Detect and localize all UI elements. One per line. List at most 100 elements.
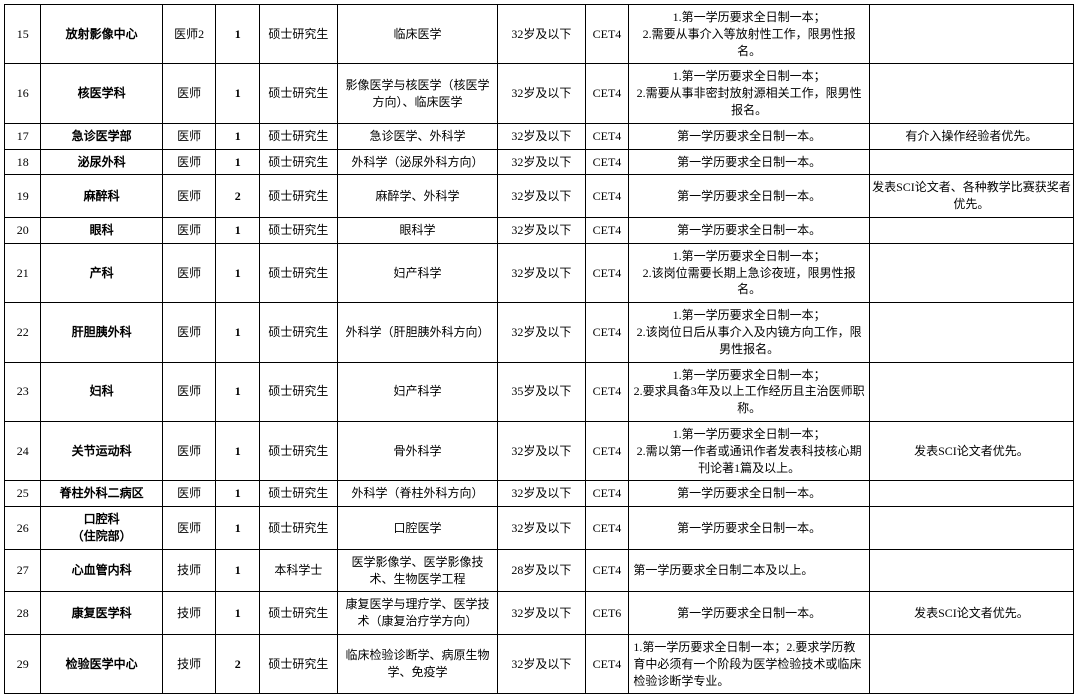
cell-major: 妇产科学 [337, 362, 497, 421]
cell-degree: 硕士研究生 [260, 175, 338, 218]
cell-note: 有介入操作经验者优先。 [869, 123, 1073, 149]
cell-dept: 急诊医学部 [41, 123, 162, 149]
cell-req: 1.第一学历要求全日制一本；2.需要从事非密封放射源相关工作，限男性报名。 [629, 64, 870, 123]
cell-idx: 18 [5, 149, 41, 175]
cell-idx: 17 [5, 123, 41, 149]
cell-pos: 医师 [162, 175, 215, 218]
cell-major: 外科学（泌尿外科方向） [337, 149, 497, 175]
cell-major: 康复医学与理疗学、医学技术（康复治疗学方向） [337, 592, 497, 635]
cell-note [869, 549, 1073, 592]
cell-degree: 硕士研究生 [260, 481, 338, 507]
cell-pos: 医师 [162, 243, 215, 302]
cell-dept: 泌尿外科 [41, 149, 162, 175]
cell-note [869, 303, 1073, 362]
cell-idx: 25 [5, 481, 41, 507]
cell-req: 1.第一学历要求全日制一本；2.要求学历教育中必须有一个阶段为医学检验技术或临床… [629, 634, 870, 693]
cell-degree: 硕士研究生 [260, 303, 338, 362]
cell-age: 32岁及以下 [498, 5, 585, 64]
cell-degree: 硕士研究生 [260, 217, 338, 243]
cell-major: 口腔医学 [337, 507, 497, 550]
cell-idx: 27 [5, 549, 41, 592]
cell-pos: 技师 [162, 549, 215, 592]
cell-major: 麻醉学、外科学 [337, 175, 497, 218]
cell-cert: CET4 [585, 481, 629, 507]
recruitment-table: 15放射影像中心医师21硕士研究生临床医学32岁及以下CET41.第一学历要求全… [4, 4, 1074, 694]
cell-dept: 心血管内科 [41, 549, 162, 592]
cell-age: 32岁及以下 [498, 481, 585, 507]
cell-major: 影像医学与核医学（核医学方向）、临床医学 [337, 64, 497, 123]
cell-idx: 26 [5, 507, 41, 550]
cell-cert: CET4 [585, 549, 629, 592]
cell-idx: 16 [5, 64, 41, 123]
cell-count: 1 [216, 64, 260, 123]
cell-req: 第一学历要求全日制一本。 [629, 149, 870, 175]
cell-req: 1.第一学历要求全日制一本；2.需要从事介入等放射性工作，限男性报名。 [629, 5, 870, 64]
cell-age: 32岁及以下 [498, 217, 585, 243]
cell-age: 32岁及以下 [498, 149, 585, 175]
cell-pos: 医师 [162, 217, 215, 243]
cell-degree: 硕士研究生 [260, 243, 338, 302]
cell-dept: 妇科 [41, 362, 162, 421]
cell-major: 眼科学 [337, 217, 497, 243]
cell-note [869, 64, 1073, 123]
cell-age: 32岁及以下 [498, 592, 585, 635]
cell-note [869, 634, 1073, 693]
cell-pos: 医师 [162, 481, 215, 507]
cell-major: 临床检验诊断学、病原生物学、免疫学 [337, 634, 497, 693]
table-row: 21产科医师1硕士研究生妇产科学32岁及以下CET41.第一学历要求全日制一本；… [5, 243, 1074, 302]
cell-cert: CET4 [585, 421, 629, 480]
cell-count: 2 [216, 175, 260, 218]
table-body: 15放射影像中心医师21硕士研究生临床医学32岁及以下CET41.第一学历要求全… [5, 5, 1074, 694]
table-row: 17急诊医学部医师1硕士研究生急诊医学、外科学32岁及以下CET4第一学历要求全… [5, 123, 1074, 149]
cell-degree: 硕士研究生 [260, 362, 338, 421]
table-row: 15放射影像中心医师21硕士研究生临床医学32岁及以下CET41.第一学历要求全… [5, 5, 1074, 64]
table-row: 22肝胆胰外科医师1硕士研究生外科学（肝胆胰外科方向）32岁及以下CET41.第… [5, 303, 1074, 362]
cell-dept: 放射影像中心 [41, 5, 162, 64]
cell-idx: 28 [5, 592, 41, 635]
cell-cert: CET4 [585, 217, 629, 243]
cell-pos: 医师2 [162, 5, 215, 64]
cell-note: 发表SCI论文者、各种教学比赛获奖者优先。 [869, 175, 1073, 218]
cell-pos: 技师 [162, 592, 215, 635]
cell-dept: 麻醉科 [41, 175, 162, 218]
cell-degree: 硕士研究生 [260, 123, 338, 149]
cell-count: 1 [216, 303, 260, 362]
cell-degree: 硕士研究生 [260, 5, 338, 64]
cell-major: 急诊医学、外科学 [337, 123, 497, 149]
cell-degree: 硕士研究生 [260, 592, 338, 635]
cell-note [869, 243, 1073, 302]
cell-count: 2 [216, 634, 260, 693]
cell-degree: 硕士研究生 [260, 149, 338, 175]
cell-degree: 本科学士 [260, 549, 338, 592]
cell-idx: 21 [5, 243, 41, 302]
cell-age: 32岁及以下 [498, 243, 585, 302]
cell-req: 1.第一学历要求全日制一本；2.要求具备3年及以上工作经历且主治医师职称。 [629, 362, 870, 421]
cell-req: 1.第一学历要求全日制一本；2.该岗位需要长期上急诊夜班，限男性报名。 [629, 243, 870, 302]
cell-age: 32岁及以下 [498, 303, 585, 362]
cell-note: 发表SCI论文者优先。 [869, 421, 1073, 480]
cell-count: 1 [216, 243, 260, 302]
cell-count: 1 [216, 123, 260, 149]
cell-count: 1 [216, 481, 260, 507]
cell-cert: CET4 [585, 175, 629, 218]
table-row: 29检验医学中心技师2硕士研究生临床检验诊断学、病原生物学、免疫学32岁及以下C… [5, 634, 1074, 693]
table-row: 24关节运动科医师1硕士研究生骨外科学32岁及以下CET41.第一学历要求全日制… [5, 421, 1074, 480]
cell-count: 1 [216, 5, 260, 64]
table-row: 19麻醉科医师2硕士研究生麻醉学、外科学32岁及以下CET4第一学历要求全日制一… [5, 175, 1074, 218]
cell-count: 1 [216, 507, 260, 550]
cell-cert: CET6 [585, 592, 629, 635]
cell-cert: CET4 [585, 5, 629, 64]
cell-age: 28岁及以下 [498, 549, 585, 592]
cell-pos: 医师 [162, 303, 215, 362]
cell-age: 32岁及以下 [498, 507, 585, 550]
cell-req: 第一学历要求全日制一本。 [629, 481, 870, 507]
cell-note [869, 507, 1073, 550]
cell-req: 第一学历要求全日制一本。 [629, 175, 870, 218]
cell-cert: CET4 [585, 123, 629, 149]
cell-major: 骨外科学 [337, 421, 497, 480]
cell-age: 32岁及以下 [498, 64, 585, 123]
cell-degree: 硕士研究生 [260, 64, 338, 123]
cell-major: 妇产科学 [337, 243, 497, 302]
cell-pos: 医师 [162, 123, 215, 149]
cell-note [869, 217, 1073, 243]
